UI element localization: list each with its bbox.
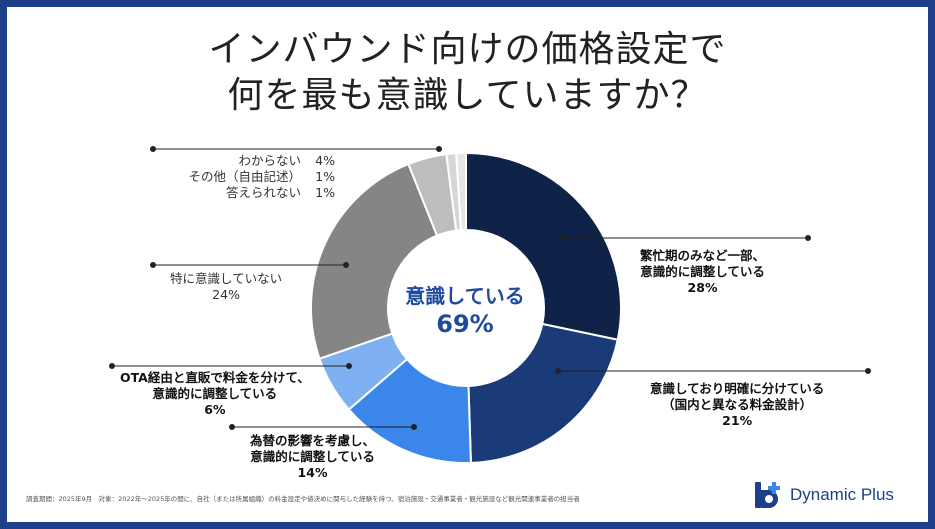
slice-label-24-line1: 特に意識していない bbox=[170, 271, 283, 286]
leader-end-28 bbox=[805, 235, 811, 241]
slice-label-14-line1: 為替の影響を考慮し、 bbox=[250, 433, 376, 448]
slice-label-14: 為替の影響を考慮し、 意識的に調整している 14% bbox=[250, 433, 375, 481]
small-row-2-pct: 1% bbox=[315, 185, 335, 200]
brand-logo: Dynamic Plus bbox=[752, 480, 894, 510]
small-row-1-pct: 1% bbox=[315, 169, 335, 184]
leader-dot-28 bbox=[559, 235, 565, 241]
leader-dot-small bbox=[436, 146, 442, 152]
leader-dot-21 bbox=[555, 368, 561, 374]
slice-label-28: 繁忙期のみなど一部、 意識的に調整している 28% bbox=[640, 248, 765, 296]
center-label: 意識している 69% bbox=[395, 283, 535, 339]
small-row-1: その他（自由記述） 1% bbox=[160, 169, 335, 185]
slice-label-21: 意識しており明確に分けている （国内と異なる料金設計） 21% bbox=[650, 381, 824, 429]
small-row-1-label: その他（自由記述） bbox=[188, 169, 301, 184]
slice-label-14-line2: 意識的に調整している bbox=[250, 449, 375, 464]
slice-label-24-pct: 24% bbox=[212, 287, 240, 302]
leader-dot-14 bbox=[411, 424, 417, 430]
slice-label-21-pct: 21% bbox=[722, 413, 753, 428]
slice-label-6-line1: OTA経由と直販で料金を分けて、 bbox=[120, 370, 310, 385]
brand-logo-icon bbox=[755, 482, 780, 508]
leader-end-21 bbox=[865, 368, 871, 374]
slice-label-21-line1: 意識しており明確に分けている bbox=[650, 381, 825, 396]
brand-name: Dynamic Plus bbox=[790, 485, 894, 504]
slice-label-6-pct: 6% bbox=[204, 402, 226, 417]
leader-end-14 bbox=[229, 424, 235, 430]
small-row-2-label: 答えられない bbox=[225, 185, 301, 200]
title-line-1: インバウンド向けの価格設定で bbox=[208, 29, 727, 70]
leader-end-24 bbox=[150, 262, 156, 268]
slice-label-28-line1: 繁忙期のみなど一部、 bbox=[640, 248, 766, 263]
leader-end-6 bbox=[109, 363, 115, 369]
leader-dot-6 bbox=[346, 363, 352, 369]
slice-label-21-line2: （国内と異なる料金設計） bbox=[662, 397, 813, 412]
leader-end-small bbox=[150, 146, 156, 152]
small-row-2: 答えられない 1% bbox=[160, 185, 335, 201]
slice-label-6: OTA経由と直販で料金を分けて、 意識的に調整している 6% bbox=[120, 370, 310, 418]
donut-hole bbox=[388, 230, 544, 386]
center-label-text: 意識している bbox=[405, 284, 525, 308]
slice-label-28-pct: 28% bbox=[687, 280, 718, 295]
slice-label-6-line2: 意識的に調整している bbox=[152, 386, 278, 401]
survey-footnote: 調査期間：2025年9月 対象：2022年～2025年の間に、自社（または所属組… bbox=[26, 495, 580, 503]
slice-label-28-line2: 意識的に調整している bbox=[640, 264, 765, 279]
small-row-0-pct: 4% bbox=[315, 153, 335, 168]
small-row-0-label: わからない bbox=[238, 153, 301, 168]
slice-label-24: 特に意識していない 24% bbox=[170, 271, 282, 303]
slice-label-14-pct: 14% bbox=[297, 465, 328, 480]
slice-label-small-group: わからない 4% その他（自由記述） 1% 答えられない 1% bbox=[160, 153, 335, 201]
small-row-0: わからない 4% bbox=[160, 153, 335, 169]
center-label-value: 69% bbox=[436, 310, 494, 338]
title-line-2: 何を最も意識していますか？ bbox=[227, 75, 708, 116]
leader-dot-24 bbox=[343, 262, 349, 268]
